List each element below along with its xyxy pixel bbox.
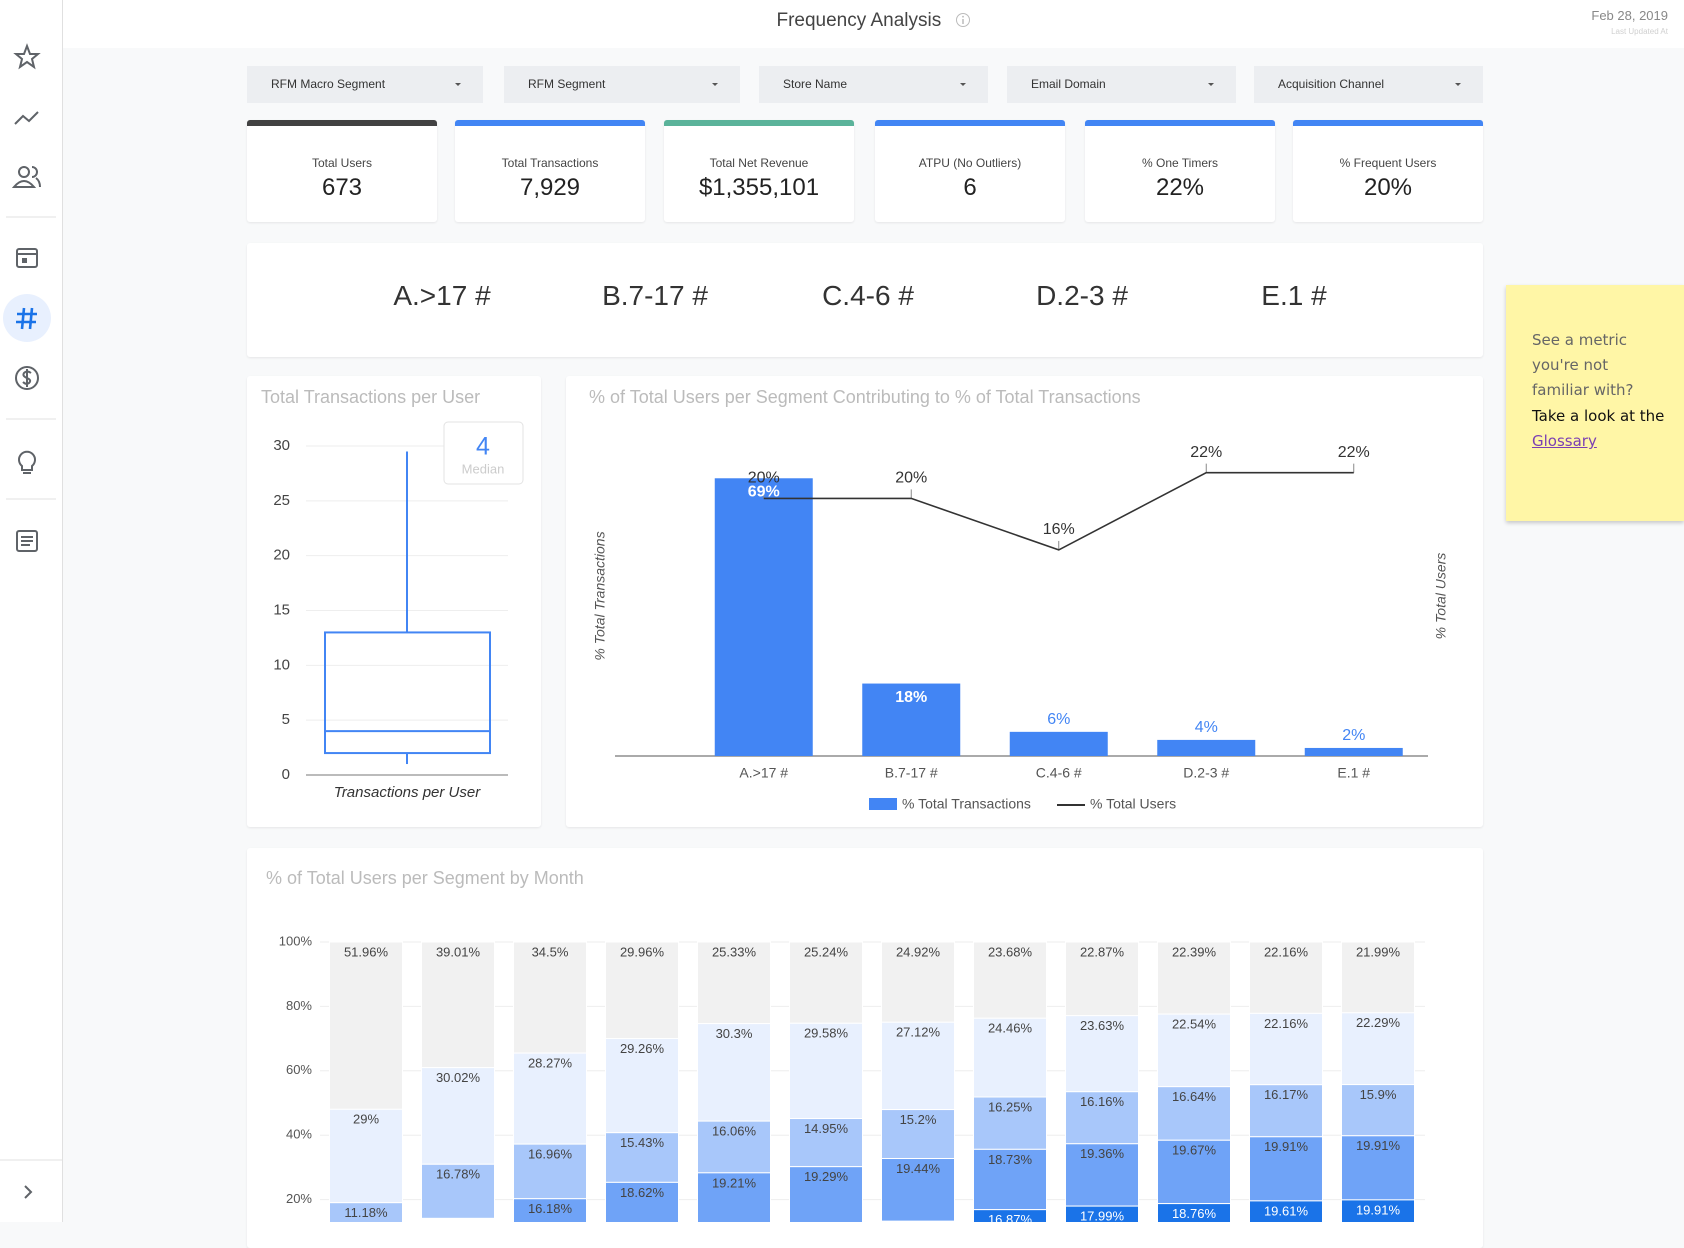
scorecard-label: Total Transactions bbox=[501, 156, 599, 170]
scorecard: % Frequent Users 20% bbox=[1293, 120, 1483, 222]
sidebar-icons bbox=[0, 43, 62, 1199]
scorecard-value: 673 bbox=[321, 174, 363, 201]
scorecard-label: % Frequent Users bbox=[1339, 156, 1437, 170]
scorecard-label: % One Timers bbox=[1141, 156, 1219, 170]
info-icon[interactable] bbox=[955, 12, 971, 28]
scorecard-label: Total Net Revenue bbox=[709, 156, 809, 170]
title-text: Frequency Analysis bbox=[776, 10, 942, 31]
note-line: you're not bbox=[1532, 356, 1609, 374]
scorecard-value: 7,929 bbox=[519, 174, 581, 201]
page: Frequency Analysis Feb 28, 2019 Last Upd… bbox=[0, 0, 1684, 1222]
segment-label[interactable]: E.1 # bbox=[1261, 280, 1327, 311]
scorecard: Total Net Revenue $1,355,101 bbox=[664, 120, 854, 222]
scorecard-label: ATPU (No Outliers) bbox=[918, 156, 1022, 170]
insights-icon[interactable] bbox=[18, 450, 36, 474]
scorecard-value: 20% bbox=[1363, 174, 1413, 201]
glossary-icon[interactable] bbox=[16, 530, 38, 552]
page-title: Frequency Analysis bbox=[63, 10, 1684, 32]
filter[interactable]: RFM Segment bbox=[504, 66, 740, 103]
scorecard: Total Users 673 bbox=[247, 120, 437, 222]
scorecard-value: 6 bbox=[963, 174, 977, 201]
segment-label[interactable]: B.7-17 # bbox=[602, 280, 708, 311]
report-date: Feb 28, 2019 bbox=[1591, 8, 1668, 23]
expand-icon[interactable] bbox=[24, 1185, 33, 1199]
segment-label[interactable]: A.>17 # bbox=[393, 280, 491, 311]
trends-icon[interactable] bbox=[14, 111, 39, 125]
scorecard-value: 22% bbox=[1155, 174, 1205, 201]
sidebar bbox=[0, 0, 63, 1222]
calendar-icon[interactable] bbox=[16, 248, 38, 268]
hash-icon[interactable] bbox=[16, 307, 37, 330]
note-line: See a metric bbox=[1532, 331, 1628, 349]
header: Frequency Analysis Feb 28, 2019 Last Upd… bbox=[63, 0, 1684, 48]
favorites-icon[interactable] bbox=[13, 43, 41, 70]
scorecard: Total Transactions 7,929 bbox=[455, 120, 645, 222]
filter[interactable]: RFM Macro Segment bbox=[247, 66, 483, 103]
scorecard-value: $1,355,101 bbox=[698, 174, 820, 201]
last-updated: Last Updated At bbox=[1611, 27, 1668, 36]
segment-label[interactable]: D.2-3 # bbox=[1036, 280, 1128, 311]
scorecard-label: Total Users bbox=[311, 156, 373, 170]
filter[interactable]: Store Name bbox=[759, 66, 988, 103]
active-indicator bbox=[3, 294, 51, 342]
box-chart-card bbox=[247, 376, 541, 827]
users-icon[interactable] bbox=[11, 166, 41, 188]
segment-card bbox=[247, 243, 1483, 357]
note-line: familiar with? bbox=[1532, 381, 1634, 399]
scorecard: ATPU (No Outliers) 6 bbox=[875, 120, 1065, 222]
glossary-link[interactable]: Glossary bbox=[1532, 432, 1597, 450]
filter[interactable]: Acquisition Channel bbox=[1254, 66, 1483, 103]
note-line: Take a look at the bbox=[1532, 407, 1665, 425]
combo-chart-card bbox=[566, 376, 1483, 827]
sticky-note: See a metric you're not familiar with? T… bbox=[1506, 285, 1684, 521]
segment-label[interactable]: C.4-6 # bbox=[822, 280, 914, 311]
scorecard: % One Timers 22% bbox=[1085, 120, 1275, 222]
revenue-icon[interactable] bbox=[15, 366, 39, 390]
filter[interactable]: Email Domain bbox=[1007, 66, 1236, 103]
stacked-chart-card bbox=[247, 848, 1483, 1248]
